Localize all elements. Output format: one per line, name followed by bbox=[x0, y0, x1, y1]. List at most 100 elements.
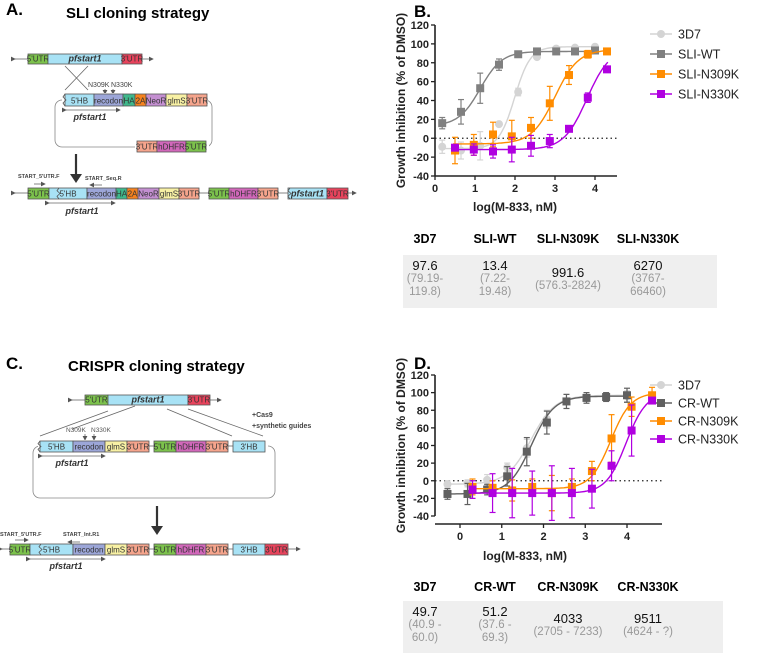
series-3d7 bbox=[443, 390, 631, 489]
segment-label: 5'HB bbox=[48, 443, 65, 452]
data-point bbox=[567, 489, 576, 498]
confidence-interval: (4624 - ?) bbox=[623, 626, 673, 638]
data-point bbox=[438, 119, 447, 128]
data-point bbox=[648, 391, 657, 400]
truncation-zigzag-icon bbox=[37, 440, 42, 453]
segment-label: glmS bbox=[167, 97, 185, 106]
x-tick-label: 4 bbox=[624, 531, 631, 543]
gene-segment bbox=[126, 440, 150, 453]
segment-label: recodon bbox=[94, 97, 123, 106]
data-point bbox=[627, 426, 636, 435]
y-tick-label: -40 bbox=[413, 511, 429, 523]
segment-label: 5'UTR bbox=[154, 443, 177, 452]
segment-label: 3'UTR bbox=[326, 190, 349, 199]
confidence-interval: (79.19- 119.8) bbox=[406, 273, 444, 298]
panel-a-title: SLI cloning strategy bbox=[66, 5, 210, 22]
x-tick-label: 2 bbox=[512, 183, 518, 195]
y-tick-label: 20 bbox=[417, 114, 429, 126]
table-header: CR-WT bbox=[474, 580, 516, 594]
ec50-value: 51.2 bbox=[482, 604, 508, 619]
y-axis-label: Growth inhibition (% of DMSO) bbox=[394, 358, 408, 533]
legend-label: CR-WT bbox=[678, 397, 720, 411]
segment-label: pfstart1 bbox=[130, 395, 164, 405]
panel-d-label: D. bbox=[414, 354, 431, 373]
gene-label: pfstart1 bbox=[48, 561, 82, 571]
data-point bbox=[648, 396, 657, 405]
mutation-label: N309K bbox=[88, 82, 110, 89]
x-axis-label: log(M-833, nM) bbox=[483, 549, 567, 563]
legend-marker bbox=[657, 399, 665, 407]
segment-label: NeoR bbox=[138, 190, 159, 199]
data-point bbox=[533, 47, 541, 56]
crossover-line bbox=[64, 65, 89, 91]
truncation-zigzag-icon bbox=[38, 543, 43, 556]
data-point bbox=[503, 472, 512, 481]
data-point bbox=[507, 132, 516, 141]
segment-label: 3'UTR bbox=[178, 190, 201, 199]
table-cell: 6270 (3767- 66460) bbox=[608, 259, 688, 299]
data-point bbox=[522, 447, 531, 456]
data-point bbox=[583, 93, 592, 102]
table-header: CR-N309K bbox=[537, 580, 599, 594]
y-tick-label: 120 bbox=[411, 370, 429, 382]
legend-label: SLI-N330K bbox=[678, 88, 740, 102]
segment-label: recodon bbox=[87, 190, 116, 199]
data-point bbox=[587, 484, 596, 493]
segment-label: 3'UTR bbox=[257, 190, 280, 199]
y-tick-label: 100 bbox=[411, 39, 429, 51]
y-tick-label: 120 bbox=[411, 20, 429, 32]
x-tick-label: 4 bbox=[592, 183, 599, 195]
y-tick-label: 0 bbox=[423, 133, 429, 145]
gene-segment bbox=[205, 543, 229, 556]
table-header: SLI-WT bbox=[473, 232, 517, 246]
segment-label: glmS bbox=[107, 546, 125, 555]
data-point bbox=[571, 47, 579, 56]
segment-label: recodon bbox=[75, 443, 104, 452]
panel-c-label: C. bbox=[6, 354, 23, 373]
homology-line bbox=[166, 408, 233, 437]
x-tick-label: 2 bbox=[540, 531, 546, 543]
x-axis-label: log(M-833, nM) bbox=[473, 200, 557, 214]
confidence-interval: (2705 - 7233) bbox=[533, 626, 603, 638]
series-cr-n330k bbox=[468, 396, 657, 522]
gene-segment bbox=[257, 187, 279, 200]
gene-label: pfstart1 bbox=[54, 458, 88, 468]
table-header: 3D7 bbox=[413, 232, 437, 246]
legend-marker bbox=[657, 381, 665, 389]
data-point bbox=[528, 489, 537, 498]
mutation-label: N330K bbox=[111, 82, 133, 89]
homology-line bbox=[187, 408, 264, 437]
data-point bbox=[545, 99, 554, 108]
data-point bbox=[438, 142, 447, 151]
data-point bbox=[451, 143, 459, 152]
y-tick-label: 80 bbox=[417, 58, 429, 70]
segment-label: 3'UTR bbox=[136, 143, 159, 152]
gene-segment bbox=[326, 187, 349, 200]
gene-label: pfstart1 bbox=[72, 112, 106, 122]
segment-label: 5'UTR bbox=[27, 55, 50, 64]
data-point bbox=[489, 130, 497, 139]
segment-label: HA bbox=[123, 97, 135, 106]
gene-segment bbox=[187, 394, 211, 406]
gene-segment bbox=[126, 543, 150, 556]
gene-segment bbox=[205, 440, 229, 453]
legend-label: 3D7 bbox=[678, 379, 701, 393]
data-point bbox=[457, 107, 465, 116]
primer-label: START_Seq.R bbox=[85, 176, 122, 182]
primer-label: START_Int.R1 bbox=[63, 532, 99, 538]
data-point bbox=[495, 60, 503, 69]
legend-marker bbox=[657, 30, 665, 38]
y-tick-label: 60 bbox=[417, 423, 429, 435]
segment-label: glmS bbox=[107, 443, 125, 452]
confidence-interval: (7.22- 19.48) bbox=[478, 273, 512, 298]
segment-label: 5'UTR bbox=[208, 190, 231, 199]
segment-label: 2A bbox=[136, 97, 146, 106]
data-point bbox=[602, 393, 611, 402]
truncation-zigzag-icon bbox=[56, 187, 61, 200]
y-tick-label: 40 bbox=[417, 441, 429, 453]
segment-label: 5'UTR bbox=[27, 190, 50, 199]
table-cell: 97.6 (79.19- 119.8) bbox=[385, 259, 465, 299]
legend-label: SLI-N309K bbox=[678, 68, 740, 82]
